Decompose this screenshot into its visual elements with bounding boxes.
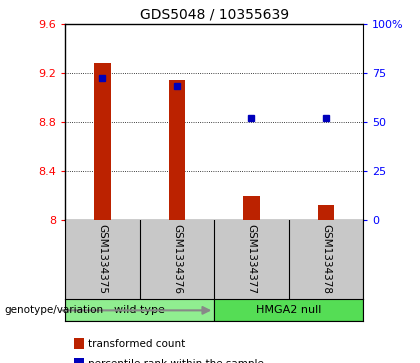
Bar [318,205,334,220]
Text: GSM1334377: GSM1334377 [247,224,257,294]
Text: transformed count: transformed count [88,339,186,349]
Text: wild type: wild type [114,305,165,315]
Text: genotype/variation: genotype/variation [4,305,103,315]
Text: GSM1334376: GSM1334376 [172,224,182,294]
Bar [94,63,110,220]
Text: HMGA2 null: HMGA2 null [256,305,321,315]
Bar [169,80,185,220]
Text: percentile rank within the sample: percentile rank within the sample [88,359,264,363]
Title: GDS5048 / 10355639: GDS5048 / 10355639 [139,7,289,21]
Text: GSM1334375: GSM1334375 [97,224,108,294]
Bar [214,299,363,321]
Text: GSM1334378: GSM1334378 [321,224,331,294]
Bar [65,299,214,321]
Bar [243,196,260,220]
